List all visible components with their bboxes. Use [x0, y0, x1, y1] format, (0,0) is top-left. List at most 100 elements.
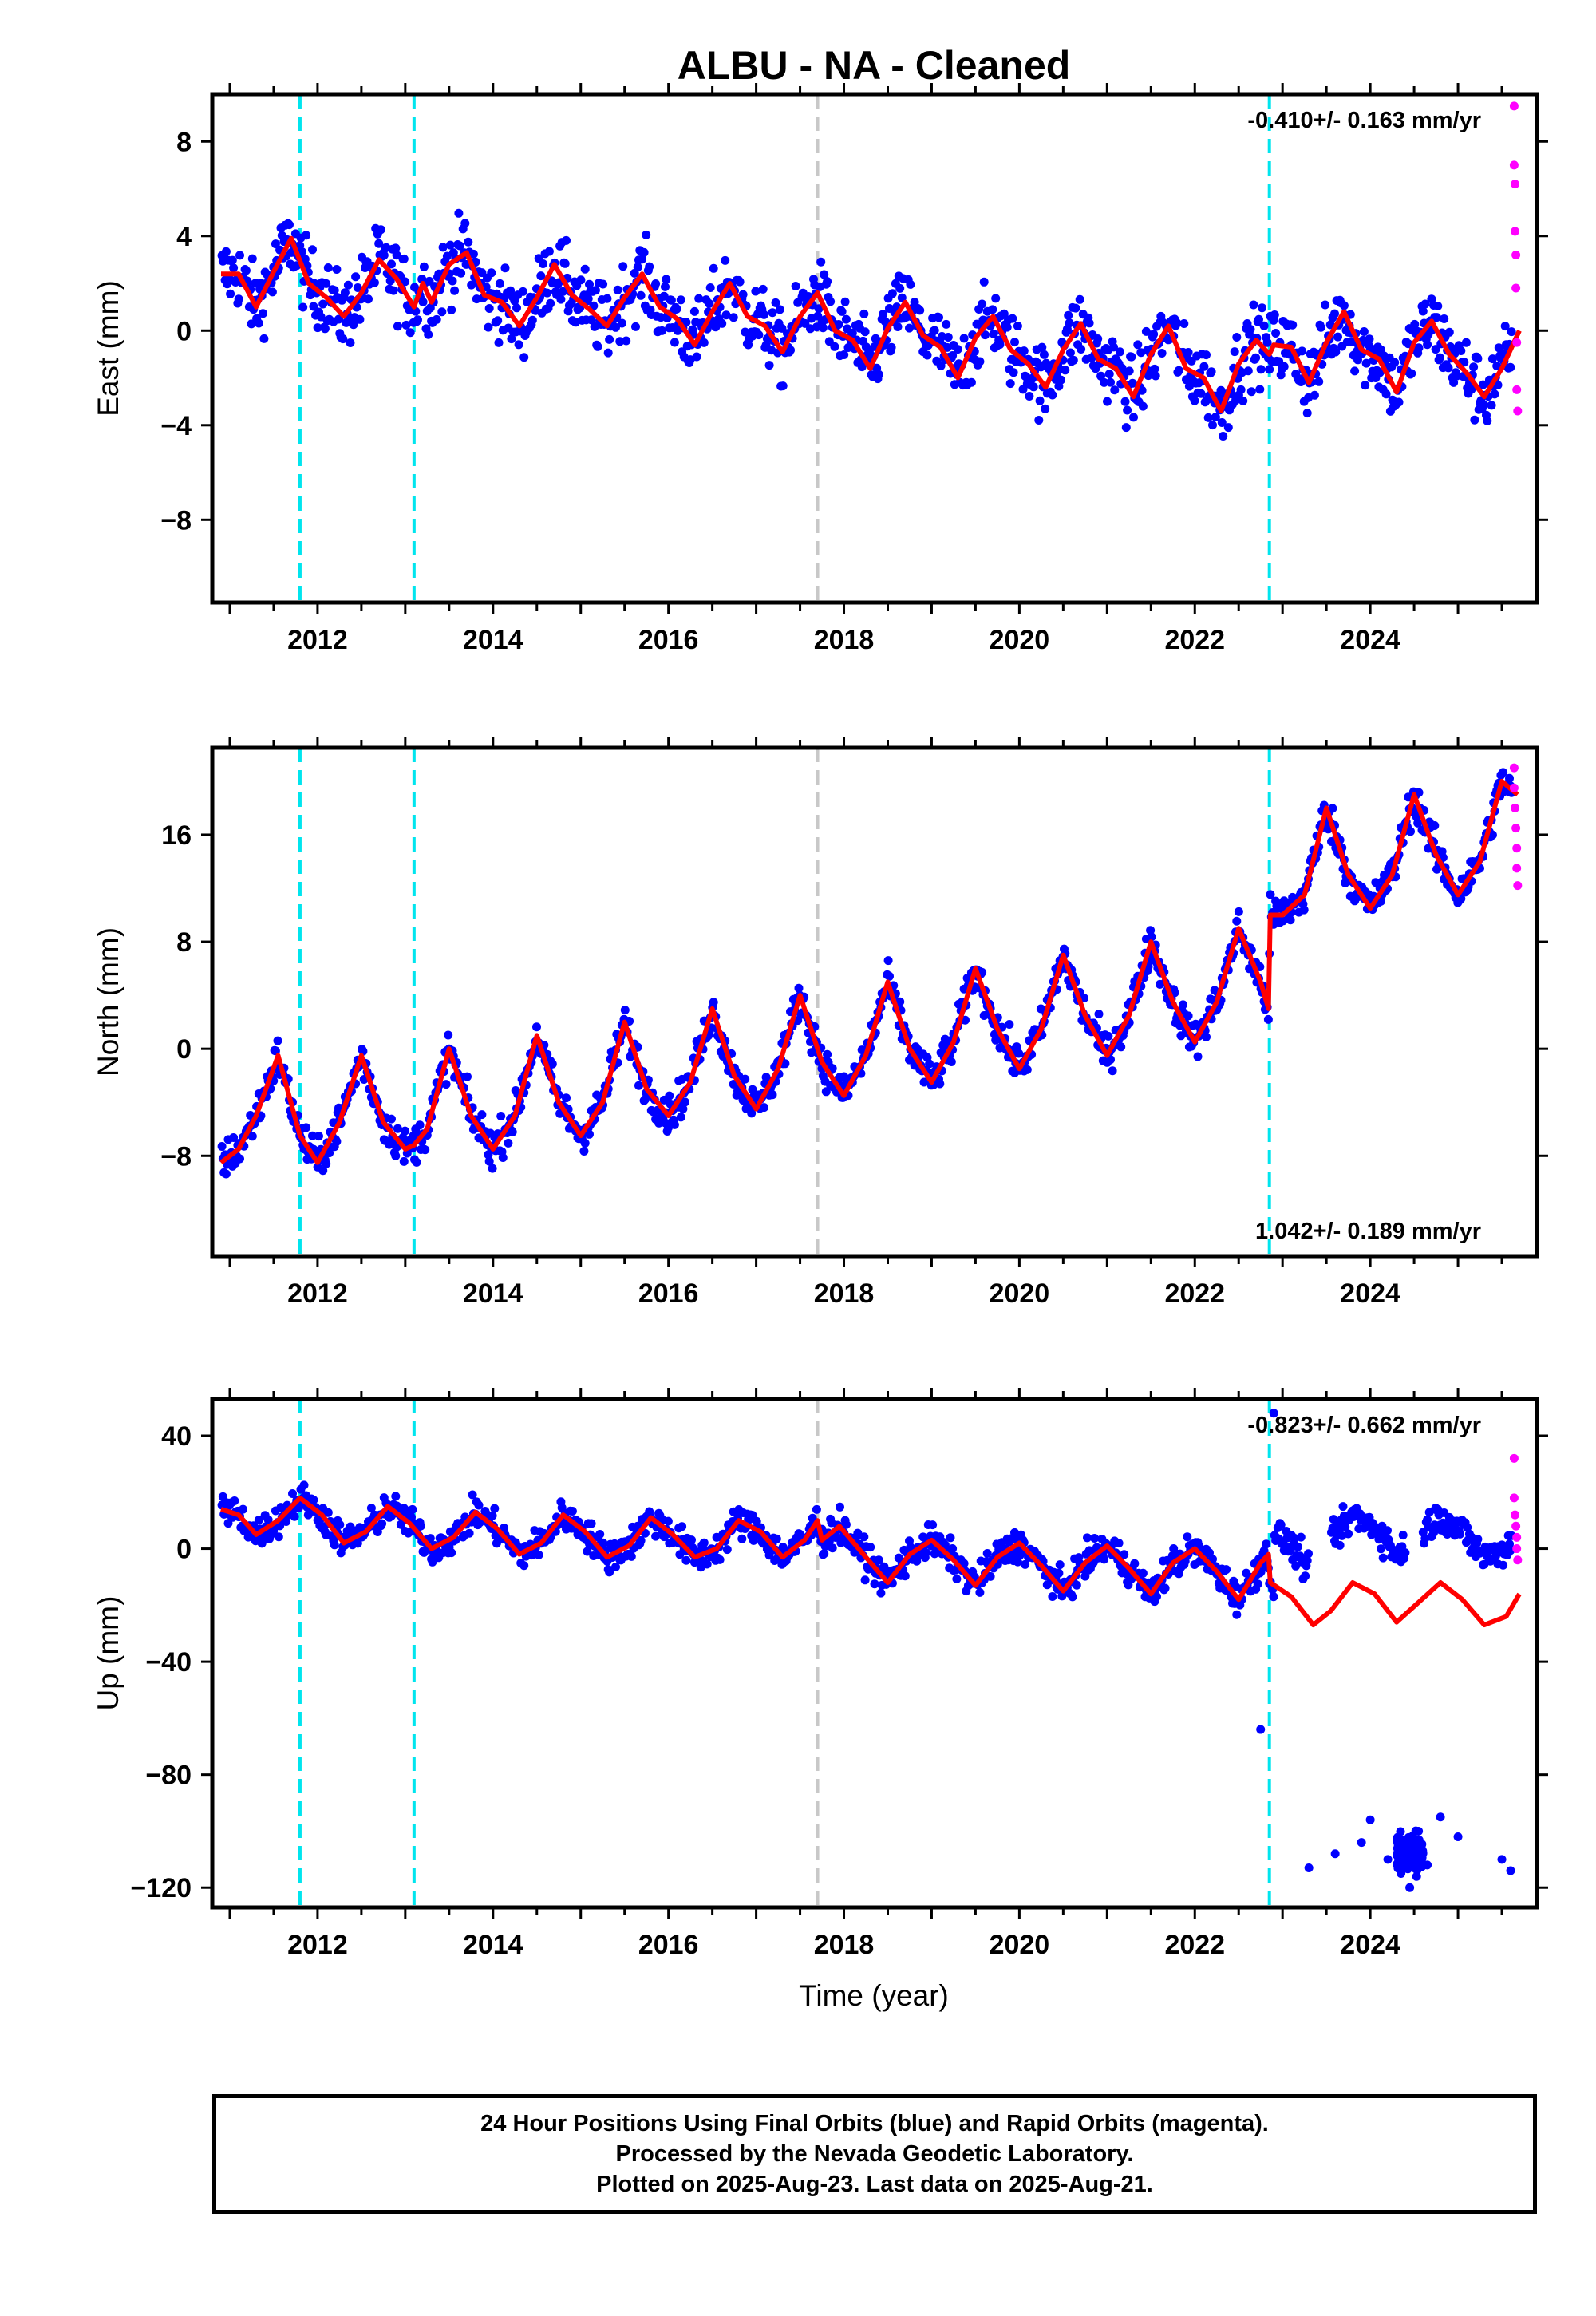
final-orbit-point	[826, 297, 836, 306]
final-orbit-point	[322, 1159, 331, 1168]
final-orbit-point	[1251, 353, 1261, 362]
final-orbit-point	[355, 1523, 365, 1532]
final-orbit-point	[1208, 421, 1217, 430]
final-orbit-point	[1039, 350, 1049, 359]
model-fit-line-north	[219, 778, 1519, 1165]
final-orbit-point	[638, 255, 646, 264]
final-orbit-point	[241, 266, 251, 275]
final-orbit-point	[1432, 313, 1441, 322]
final-orbit-point	[559, 287, 567, 296]
final-orbit-point	[1265, 365, 1274, 374]
final-orbit-point	[1100, 1555, 1109, 1564]
final-orbit-outlier-point	[1256, 1725, 1266, 1734]
rapid-orbit-point	[1511, 283, 1521, 293]
final-orbit-point	[1418, 306, 1428, 316]
final-orbit-point	[593, 342, 602, 351]
final-orbit-point	[981, 330, 990, 340]
final-orbit-point	[1116, 1042, 1126, 1052]
final-orbit-point	[300, 255, 310, 264]
final-orbit-outlier-point	[1365, 1815, 1375, 1824]
final-orbit-point	[1467, 385, 1476, 394]
final-orbit-point	[676, 295, 685, 305]
final-orbit-point	[823, 277, 832, 287]
panel-north: 16 8 0 −8 North (mm) 2012 2014 2016 2018 2020 2022…	[92, 737, 1548, 1309]
final-orbit-point	[1492, 362, 1502, 370]
final-orbit-point	[879, 310, 888, 319]
final-orbit-point	[948, 351, 958, 360]
final-orbit-point	[1054, 1568, 1064, 1578]
final-orbit-point	[454, 208, 464, 218]
final-orbit-point	[1064, 310, 1073, 320]
rapid-orbit-point	[1512, 1532, 1522, 1542]
final-orbit-point	[389, 286, 398, 295]
final-orbit-point	[1414, 343, 1424, 353]
final-orbit-point	[936, 361, 946, 370]
final-orbit-point	[1258, 303, 1266, 313]
final-orbit-point	[576, 275, 586, 285]
final-orbit-point	[1150, 364, 1159, 373]
rapid-orbit-point	[1513, 881, 1523, 891]
final-orbit-point	[393, 322, 402, 331]
x-tick-label: 2022	[1164, 1930, 1225, 1960]
final-orbit-point	[665, 1091, 674, 1101]
final-orbit-point	[221, 247, 231, 256]
x-tick-label: 2012	[287, 1279, 348, 1309]
final-orbit-point	[1473, 1535, 1483, 1544]
final-orbit-point	[1461, 338, 1471, 347]
final-orbit-point	[754, 330, 764, 340]
final-orbit-point	[905, 323, 914, 333]
final-orbit-point	[1353, 355, 1362, 365]
final-orbit-point	[791, 282, 800, 290]
final-orbit-point	[678, 1105, 688, 1113]
final-orbit-point	[642, 230, 651, 239]
final-orbit-point	[1321, 300, 1330, 310]
plot-area-north	[217, 748, 1523, 1256]
final-orbit-point	[887, 289, 897, 298]
final-orbit-point	[694, 294, 704, 303]
final-orbit-point	[334, 314, 343, 324]
final-orbit-point	[1435, 353, 1444, 362]
final-orbit-point	[366, 1504, 376, 1513]
x-tick-label: 2020	[990, 1279, 1050, 1309]
final-orbit-point	[229, 1133, 239, 1142]
final-orbit-point	[1172, 318, 1182, 327]
final-orbit-point	[651, 279, 661, 288]
final-orbit-point	[722, 1545, 732, 1555]
x-tick-label: 2012	[287, 625, 348, 655]
final-orbit-point	[1069, 355, 1078, 365]
final-orbit-point	[1190, 396, 1199, 405]
final-orbit-point	[828, 1543, 837, 1553]
final-orbit-point	[1065, 348, 1075, 358]
rapid-orbit-point	[1509, 1453, 1519, 1463]
final-orbit-point	[1015, 1551, 1025, 1560]
chart-title: ALBU - NA - Cleaned	[678, 43, 1071, 88]
final-orbit-point	[1286, 1546, 1295, 1555]
final-orbit-point	[1398, 1531, 1408, 1540]
final-orbit-point	[1269, 1592, 1278, 1602]
final-orbit-point	[1104, 1031, 1113, 1041]
final-orbit-point	[1202, 350, 1211, 360]
final-orbit-point	[1304, 1549, 1313, 1559]
final-orbit-point	[484, 322, 493, 332]
final-orbit-point	[1151, 371, 1160, 381]
final-orbit-point	[1288, 320, 1298, 330]
final-orbit-point	[1286, 915, 1295, 925]
final-orbit-point	[387, 259, 396, 269]
final-orbit-point	[587, 1519, 596, 1528]
final-orbit-point	[391, 243, 401, 253]
final-orbit-point	[1344, 1529, 1353, 1539]
final-orbit-point	[1160, 1583, 1170, 1593]
final-orbit-point	[989, 329, 998, 338]
final-orbit-point	[332, 1136, 342, 1146]
final-orbit-point	[1123, 405, 1132, 415]
final-orbit-point	[484, 304, 494, 313]
final-orbit-point	[507, 334, 516, 344]
footer-caption-box: 24 Hour Positions Using Final Orbits (bl…	[212, 2094, 1537, 2214]
final-orbit-outlier-point	[1506, 1866, 1515, 1875]
final-orbit-point	[1296, 1532, 1306, 1542]
final-orbit-point	[415, 1120, 425, 1130]
y-tick-label: −8	[160, 505, 192, 536]
y-tick-label: 0	[176, 1034, 192, 1065]
final-orbit-point	[447, 305, 456, 314]
final-orbit-point	[539, 259, 547, 268]
